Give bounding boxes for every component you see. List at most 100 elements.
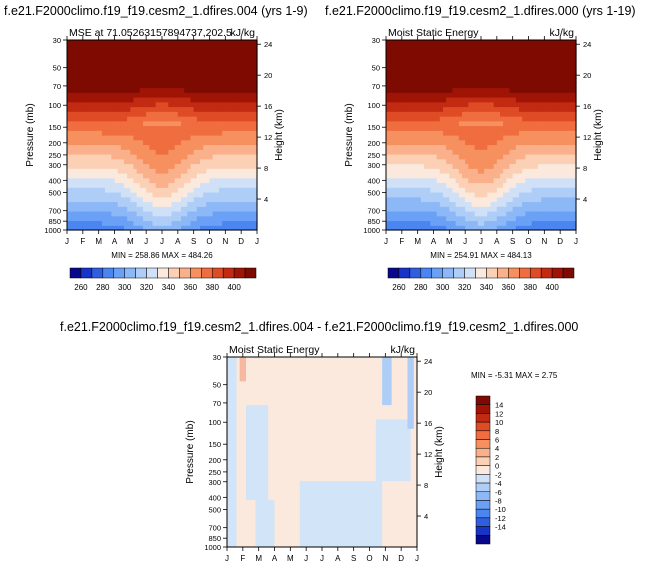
contour-cell: [193, 44, 198, 51]
contour-cell: [405, 192, 409, 198]
contour-cell: [203, 87, 207, 93]
contour-cell: [484, 97, 488, 103]
contour-cell: [468, 211, 473, 217]
contour-cell: [120, 158, 125, 165]
contour-cell: [547, 168, 552, 174]
contour-cell: [566, 187, 571, 193]
contour-cell: [162, 177, 166, 184]
contour-cell: [411, 215, 416, 222]
right-ytick-label: 200: [367, 139, 380, 148]
contour-cell: [241, 97, 245, 103]
contour-cell: [76, 211, 81, 217]
contour-cell: [420, 158, 425, 165]
contour-cell: [484, 92, 488, 98]
contour-cell: [408, 78, 412, 84]
contour-cell: [117, 225, 122, 231]
contour-cell: [515, 135, 520, 141]
contour-cell: [566, 149, 571, 155]
contour-cell: [190, 44, 195, 51]
contour-cell: [417, 106, 422, 112]
contour-cell: [253, 173, 258, 179]
contour-cell: [155, 225, 160, 231]
contour-cell: [468, 173, 473, 179]
contour-cell: [458, 135, 463, 141]
contour-cell: [152, 211, 157, 217]
contour-cell: [436, 196, 441, 203]
contour-cell: [446, 201, 450, 207]
contour-cell: [250, 63, 255, 70]
contour-cell: [253, 92, 258, 98]
contour-cell: [111, 163, 116, 169]
contour-cell: [531, 144, 536, 150]
contour-cell: [408, 120, 412, 127]
contour-cell: [538, 182, 542, 188]
contour-cell: [149, 149, 154, 155]
contour-cell: [531, 154, 536, 160]
contour-cell: [417, 49, 422, 55]
contour-cell: [512, 49, 517, 55]
contour-cell: [560, 40, 564, 46]
contour-cell: [181, 154, 185, 160]
left-ytick-label: 300: [48, 161, 61, 170]
contour-cell: [420, 87, 425, 93]
contour-cell: [427, 215, 431, 222]
contour-cell: [76, 97, 81, 103]
contour-cell: [566, 82, 571, 89]
contour-cell: [149, 40, 154, 46]
contour-cell: [165, 206, 169, 212]
contour-cell: [146, 49, 150, 55]
contour-cell: [528, 44, 533, 51]
contour-cell: [452, 87, 457, 93]
contour-cell: [417, 215, 422, 222]
contour-cell: [136, 182, 141, 188]
contour-cell: [241, 73, 245, 79]
contour-cell: [401, 73, 406, 79]
contour-cell: [531, 177, 536, 184]
contour-cell: [392, 173, 397, 179]
contour-cell: [244, 182, 249, 188]
contour-cell: [522, 139, 526, 146]
contour-cell: [528, 149, 533, 155]
contour-cell: [225, 163, 230, 169]
contour-cell: [247, 106, 252, 112]
contour-cell: [67, 135, 71, 141]
contour-cell: [89, 177, 93, 184]
contour-cell: [120, 163, 125, 169]
contour-cell: [168, 192, 173, 198]
contour-cell: [443, 192, 447, 198]
contour-cell: [215, 215, 220, 222]
contour-cell: [417, 220, 422, 226]
contour-cell: [506, 211, 511, 217]
contour-cell: [187, 87, 192, 93]
contour-cell: [484, 154, 488, 160]
contour-cell: [127, 111, 131, 117]
contour-cell: [569, 59, 574, 65]
contour-cell: [241, 49, 245, 55]
contour-cell: [105, 54, 109, 60]
contour-cell: [566, 163, 571, 169]
contour-cell: [171, 211, 176, 217]
contour-cell: [168, 182, 173, 188]
contour-cell: [111, 187, 116, 193]
contour-cell: [168, 82, 173, 89]
contour-cell: [196, 40, 201, 46]
contour-cell: [424, 196, 428, 203]
contour-cell: [124, 144, 128, 150]
contour-cell: [525, 49, 530, 55]
contour-cell: [171, 168, 176, 174]
contour-cell: [465, 163, 469, 169]
contour-cell: [414, 87, 419, 93]
contour-cell: [105, 135, 109, 141]
contour-cell: [544, 139, 549, 146]
contour-cell: [417, 63, 422, 70]
contour-cell: [462, 49, 466, 55]
contour-cell: [563, 211, 568, 217]
contour-cell: [439, 92, 444, 98]
contour-cell: [490, 211, 495, 217]
contour-cell: [98, 68, 103, 74]
contour-cell: [108, 130, 112, 136]
contour-cell: [420, 163, 425, 169]
contour-cell: [228, 154, 233, 160]
contour-cell: [484, 101, 488, 108]
contour-cell: [238, 92, 242, 98]
